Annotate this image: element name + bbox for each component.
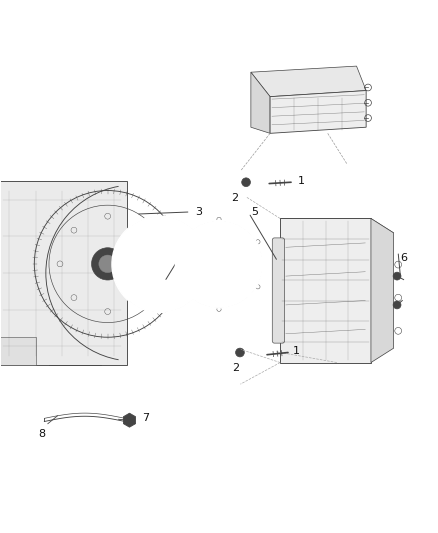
Text: 2: 2 [232, 364, 239, 374]
Circle shape [236, 348, 244, 357]
Text: 4: 4 [201, 223, 208, 233]
Circle shape [175, 221, 263, 308]
Text: 1: 1 [292, 346, 299, 356]
Circle shape [393, 301, 401, 309]
Polygon shape [251, 66, 366, 96]
Circle shape [99, 255, 117, 273]
Text: 8: 8 [39, 429, 46, 439]
Circle shape [155, 260, 165, 269]
FancyBboxPatch shape [0, 337, 35, 365]
Circle shape [112, 216, 208, 312]
Polygon shape [280, 219, 394, 233]
FancyBboxPatch shape [272, 238, 285, 343]
FancyBboxPatch shape [0, 181, 127, 365]
Circle shape [215, 260, 223, 269]
Circle shape [242, 178, 251, 187]
Circle shape [92, 248, 124, 280]
Text: 3: 3 [195, 207, 202, 217]
Polygon shape [270, 91, 366, 133]
Text: 2: 2 [232, 193, 239, 203]
Polygon shape [251, 72, 270, 133]
Text: 7: 7 [143, 413, 150, 423]
Circle shape [393, 272, 401, 280]
Polygon shape [371, 219, 394, 362]
Polygon shape [280, 219, 371, 362]
Text: 5: 5 [251, 207, 258, 217]
Text: 6: 6 [401, 253, 408, 263]
Text: 1: 1 [297, 176, 304, 187]
Circle shape [150, 254, 170, 274]
